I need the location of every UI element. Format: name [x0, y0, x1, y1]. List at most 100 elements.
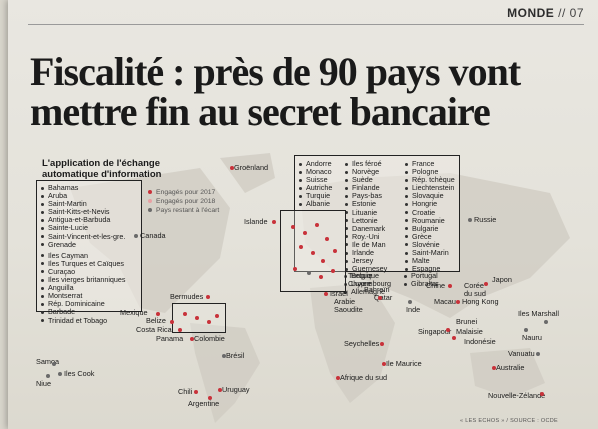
list-item: Grèce	[405, 232, 455, 241]
list-item: Liechtenstein	[405, 184, 455, 192]
list-item: Aruba	[41, 191, 141, 200]
map-pin	[183, 312, 187, 316]
label-russie: Russie	[474, 215, 497, 224]
map-pin	[378, 296, 382, 300]
map-pin	[156, 312, 160, 316]
label-malaisie: Malaisie	[456, 327, 483, 336]
australia-shape	[470, 348, 545, 398]
list-item: Iles Turques et Caïques	[41, 259, 141, 268]
list-item: Iles vierges britanniques	[41, 275, 141, 284]
label-bresil: Brésil	[226, 351, 245, 360]
label-chypre: Chypre	[348, 279, 372, 288]
list-item: Espagne	[405, 265, 455, 273]
list-item: Curaçao	[41, 267, 141, 276]
list-item: Rép. tchèque	[405, 176, 455, 184]
map-pin	[170, 320, 174, 324]
label-japon: Japon	[492, 275, 512, 284]
legend: Engagés pour 2017 Engagés pour 2018 Pays…	[148, 188, 219, 215]
map-pin	[484, 282, 488, 286]
map-pin	[299, 245, 303, 249]
label-belize: Belize	[146, 316, 166, 325]
map-pin	[331, 269, 335, 273]
map-pin	[215, 314, 219, 318]
legend-swatch-2018	[148, 199, 152, 203]
map-pin	[536, 352, 540, 356]
legend-swatch-2017	[148, 190, 152, 194]
map-pin	[544, 320, 548, 324]
legend-label-remaining: Pays restant à l'écart	[156, 207, 220, 214]
label-uruguay: Uruguay	[222, 385, 250, 394]
label-argentine: Argentine	[188, 399, 220, 408]
map-pin	[315, 223, 319, 227]
label-australie: Australie	[496, 363, 525, 372]
map-pin	[524, 328, 528, 332]
list-item: Saint-Vincent-et-les-gre.	[41, 232, 141, 241]
list-item: Roy.-Uni	[345, 232, 387, 241]
headline: Fiscalité : près de 90 pays vont mettre …	[30, 49, 521, 134]
list-item: Suède	[345, 176, 387, 184]
list-item: Norvège	[345, 167, 387, 176]
map-pin	[319, 275, 323, 279]
map-pin	[336, 376, 340, 380]
list-item: Antigua-et-Barbuda	[41, 216, 141, 224]
map-pin	[195, 316, 199, 320]
list-item: Monaco	[299, 167, 332, 176]
list-item: Estonie	[345, 200, 387, 208]
list-item: Croatie	[405, 208, 455, 217]
header-rule	[28, 24, 584, 25]
label-qatar: Qatar	[374, 293, 393, 302]
list-item: Guernesey	[345, 265, 387, 273]
page-number: 07	[569, 6, 584, 20]
list-item: Grenade	[41, 240, 141, 249]
list-item: Anguilla	[41, 284, 141, 292]
map-pin	[208, 396, 212, 400]
label-afrique-sud: Afrique du sud	[340, 373, 388, 382]
greenland-shape	[220, 153, 275, 193]
list-item: Ile de Man	[345, 240, 387, 249]
legend-label-2017: Engagés pour 2017	[156, 189, 216, 196]
label-samoa: Samoa	[36, 357, 60, 366]
list-item: Andorre	[299, 159, 332, 168]
label-turquie: Turquie	[348, 271, 373, 280]
legend-swatch-remaining	[148, 208, 152, 212]
europe-list-3-cont: Portugal Gibraltar	[404, 271, 439, 288]
label-seychelles: Seychelles	[344, 339, 380, 348]
map-pin	[492, 366, 496, 370]
list-item: Iles féroé	[345, 159, 387, 168]
list-item: Finlande	[345, 184, 387, 192]
map-pin	[230, 166, 234, 170]
list-item: Rép. Dominicaine	[41, 300, 141, 308]
list-item: Bulgarie	[405, 224, 455, 233]
map-pin	[272, 220, 276, 224]
label-groenland: Groënland	[234, 163, 269, 172]
label-bermudes: Bermudes	[170, 292, 204, 301]
list-item: Malte	[405, 257, 455, 265]
list-item: Lituanie	[345, 208, 387, 217]
section-separator: //	[558, 6, 566, 20]
legend-entry-remaining: Pays restant à l'écart	[148, 206, 219, 215]
list-item: Albanie	[299, 200, 332, 208]
legend-entry-2017: Engagés pour 2017	[148, 188, 219, 197]
map-pin	[291, 225, 295, 229]
map-pin	[293, 267, 297, 271]
europe-list-1: Andorre Monaco Suisse Autriche Turquie A…	[299, 159, 332, 209]
label-chili: Chili	[178, 387, 193, 396]
africa-shape	[310, 283, 395, 403]
list-item: Jersey	[345, 257, 387, 265]
label-singapour: Singapour	[418, 327, 452, 336]
list-item: Montserrat	[41, 292, 141, 300]
source-credit: « LES ECHOS » / SOURCE : OCDE	[460, 418, 558, 424]
map-pin	[303, 231, 307, 235]
list-item: Portugal	[404, 271, 439, 280]
list-item: France	[405, 159, 455, 168]
map-pin	[134, 234, 138, 238]
list-item: Gibraltar	[404, 279, 439, 288]
map-pin	[380, 342, 384, 346]
list-item: Lettonie	[345, 216, 387, 225]
label-indonesie: Indonésie	[464, 337, 496, 346]
label-niue: Niue	[36, 379, 52, 388]
list-item: Pays-bas	[345, 192, 387, 200]
label-arabie: Arabie Saoudite	[334, 297, 363, 314]
map-pin	[325, 237, 329, 241]
label-macau: Macau	[434, 297, 456, 306]
